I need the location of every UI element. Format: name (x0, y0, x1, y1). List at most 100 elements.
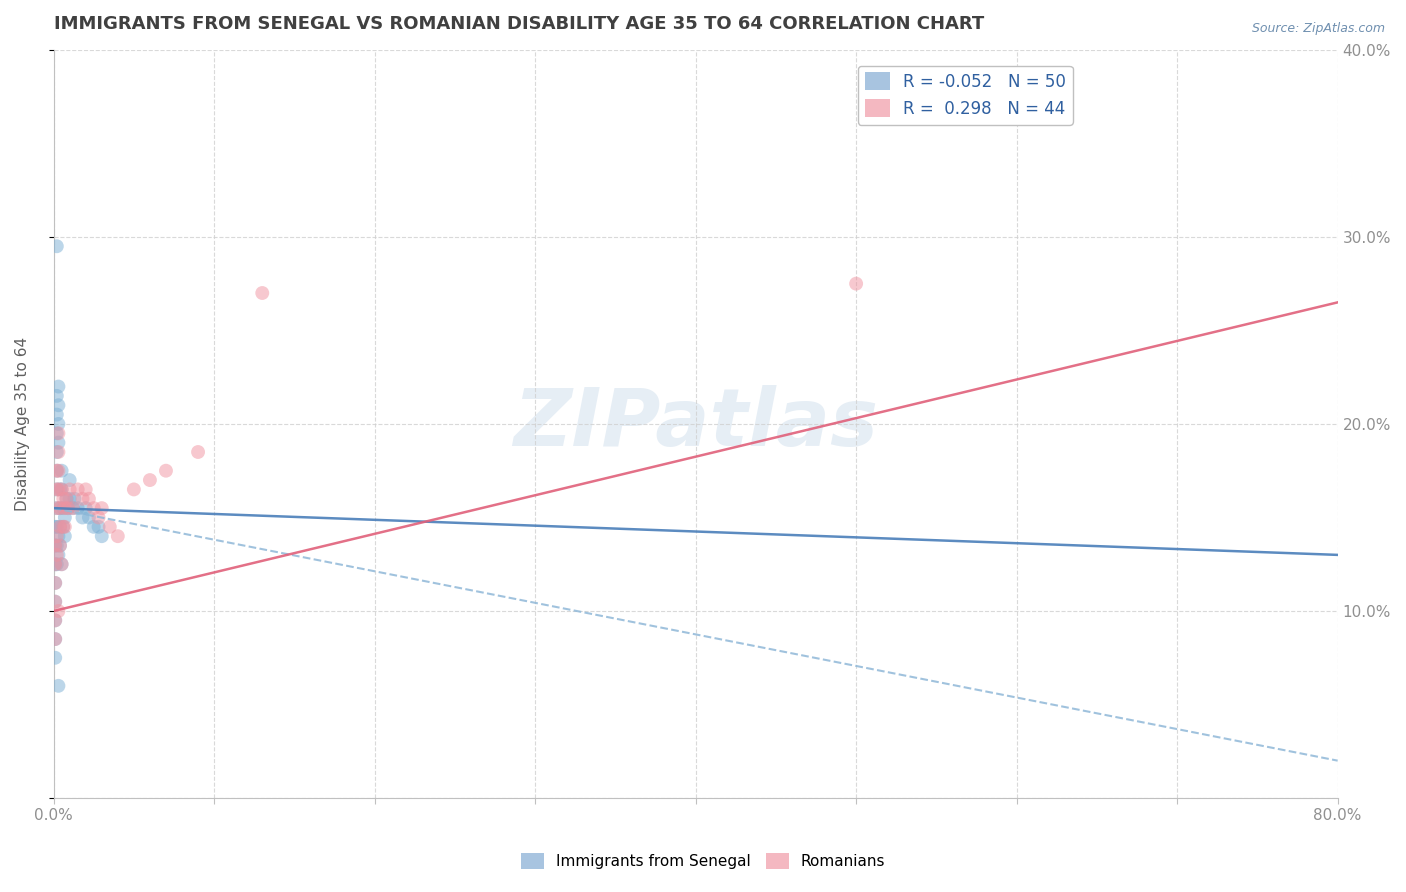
Point (52, 520, 75, 534)
Point (49, 520, 72, 534)
Point (45, 389, 67, 403)
Point (44, 539, 66, 553)
Point (52, 501, 75, 516)
Point (45, 483, 67, 497)
Point (45, 558, 67, 572)
Point (44, 558, 66, 572)
Point (90, 501, 112, 516)
Point (48, 679, 70, 693)
Point (44, 650, 66, 665)
Point (56, 501, 79, 516)
Point (52, 520, 75, 534)
Point (51, 483, 73, 497)
Point (49, 501, 72, 516)
Point (45, 501, 67, 516)
Point (45, 483, 67, 497)
Point (45, 520, 67, 534)
Point (59, 483, 82, 497)
Point (48, 426, 70, 441)
Point (87, 520, 110, 534)
Point (49, 483, 72, 497)
Point (62, 501, 84, 516)
Point (59, 473, 82, 487)
Point (66, 483, 89, 497)
Point (49, 501, 72, 516)
Text: ZIPatlas: ZIPatlas (513, 385, 879, 463)
Point (48, 464, 70, 478)
Point (53, 520, 76, 534)
Point (53, 510, 76, 524)
Point (75, 501, 97, 516)
Point (83, 501, 105, 516)
Point (45, 426, 67, 441)
Point (44, 576, 66, 591)
Point (44, 539, 66, 553)
Point (83, 520, 105, 534)
Point (48, 379, 70, 393)
Point (77, 510, 100, 524)
Point (49, 539, 72, 553)
Point (72, 491, 94, 506)
Point (48, 435, 70, 450)
Point (45, 539, 67, 553)
Point (90, 529, 112, 543)
Point (66, 501, 89, 516)
Point (45, 239, 67, 253)
Point (72, 510, 94, 524)
Point (139, 473, 162, 487)
Text: Source: ZipAtlas.com: Source: ZipAtlas.com (1251, 22, 1385, 36)
Point (122, 483, 145, 497)
Point (44, 520, 66, 534)
Point (45, 501, 67, 516)
Point (51, 558, 73, 572)
Point (187, 445, 209, 459)
Point (48, 398, 70, 412)
Point (49, 520, 72, 534)
Point (44, 632, 66, 646)
Point (45, 408, 67, 422)
Point (48, 483, 70, 497)
Point (44, 632, 66, 646)
Point (44, 594, 66, 608)
Point (48, 417, 70, 431)
Point (845, 277, 868, 291)
Point (155, 464, 177, 478)
Point (59, 491, 82, 506)
Point (44, 558, 66, 572)
Point (51, 558, 73, 572)
Point (252, 285, 274, 300)
Point (56, 501, 79, 516)
Point (77, 491, 100, 506)
Point (48, 529, 70, 543)
Point (44, 613, 66, 627)
Point (87, 510, 110, 524)
Point (45, 529, 67, 543)
Point (62, 501, 84, 516)
Y-axis label: Disability Age 35 to 64: Disability Age 35 to 64 (15, 337, 30, 511)
Point (48, 445, 70, 459)
Point (48, 604, 70, 618)
Point (107, 529, 129, 543)
Point (45, 445, 67, 459)
Point (45, 548, 67, 562)
Point (51, 483, 73, 497)
Point (55, 491, 77, 506)
Point (53, 501, 76, 516)
Point (51, 464, 73, 478)
Point (49, 539, 72, 553)
Legend: Immigrants from Senegal, Romanians: Immigrants from Senegal, Romanians (515, 847, 891, 875)
Point (44, 576, 66, 591)
Point (45, 464, 67, 478)
Text: IMMIGRANTS FROM SENEGAL VS ROMANIAN DISABILITY AGE 35 TO 64 CORRELATION CHART: IMMIGRANTS FROM SENEGAL VS ROMANIAN DISA… (53, 15, 984, 33)
Point (53, 529, 76, 543)
Point (75, 483, 97, 497)
Point (48, 548, 70, 562)
Legend: R = -0.052   N = 50, R =  0.298   N = 44: R = -0.052 N = 50, R = 0.298 N = 44 (858, 66, 1073, 125)
Point (45, 464, 67, 478)
Point (52, 491, 75, 506)
Point (44, 594, 66, 608)
Point (63, 491, 86, 506)
Point (98, 520, 121, 534)
Point (44, 613, 66, 627)
Point (55, 491, 77, 506)
